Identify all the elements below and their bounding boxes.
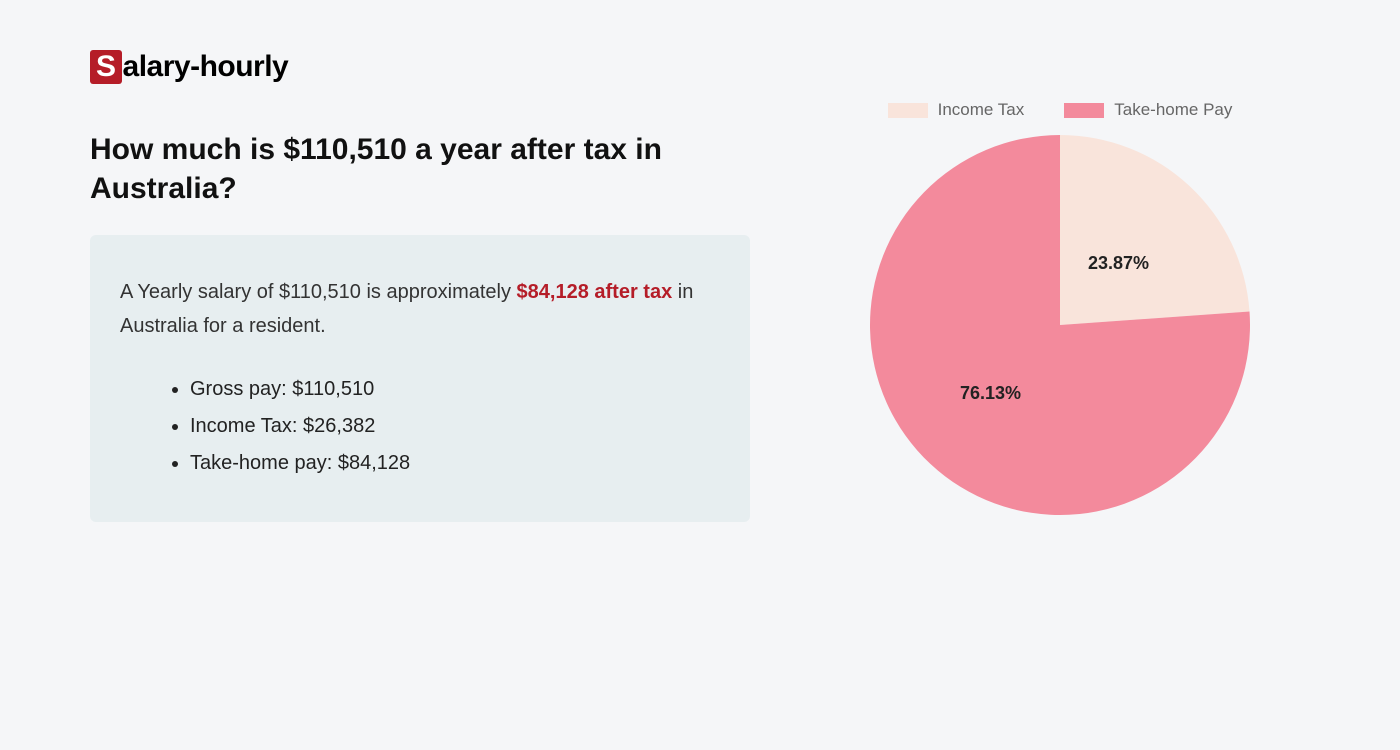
legend-item-take-home: Take-home Pay [1064, 100, 1232, 120]
legend-label: Take-home Pay [1114, 100, 1232, 120]
list-item: Income Tax: $26,382 [190, 408, 720, 445]
list-item: Take-home pay: $84,128 [190, 445, 720, 482]
summary-prefix: A Yearly salary of $110,510 is approxima… [120, 281, 517, 303]
list-item: Gross pay: $110,510 [190, 371, 720, 408]
logo-text: alary-hourly [123, 50, 289, 83]
legend-item-income-tax: Income Tax [888, 100, 1025, 120]
pie-chart-container: Income Tax Take-home Pay 23.87% 76.13% [820, 100, 1300, 515]
legend-swatch [888, 103, 928, 118]
pie-chart: 23.87% 76.13% [870, 135, 1250, 515]
pie-svg [870, 135, 1250, 515]
page-title: How much is $110,510 a year after tax in… [90, 130, 710, 208]
summary-list: Gross pay: $110,510 Income Tax: $26,382 … [120, 371, 720, 482]
legend-swatch [1064, 103, 1104, 118]
site-logo: Salary-hourly [90, 50, 288, 84]
summary-highlight: $84,128 after tax [517, 281, 673, 303]
summary-sentence: A Yearly salary of $110,510 is approxima… [120, 275, 720, 343]
pie-slice-label: 23.87% [1088, 253, 1149, 274]
chart-legend: Income Tax Take-home Pay [820, 100, 1300, 120]
summary-card: A Yearly salary of $110,510 is approxima… [90, 235, 750, 522]
pie-slice-label: 76.13% [960, 383, 1021, 404]
logo-badge: S [90, 50, 122, 84]
legend-label: Income Tax [938, 100, 1025, 120]
